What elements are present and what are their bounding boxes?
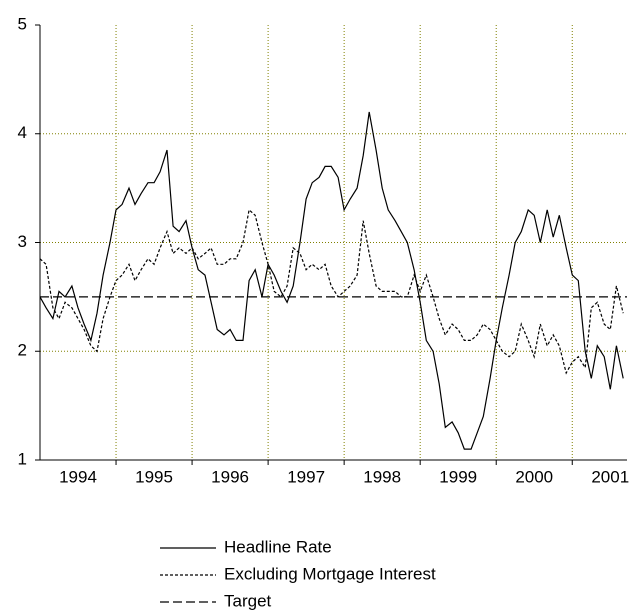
x-tick-label: 1999: [439, 467, 477, 486]
x-tick-label: 1995: [135, 467, 173, 486]
y-tick-label: 5: [18, 14, 27, 33]
x-tick-label: 1994: [59, 467, 97, 486]
y-tick-label: 3: [18, 232, 27, 251]
series-line: [39, 208, 624, 375]
legend-label: Headline Rate: [224, 537, 332, 556]
y-tick-label: 2: [18, 341, 27, 360]
x-tick-label: 1998: [363, 467, 401, 486]
x-tick-label: 1997: [287, 467, 325, 486]
legend-label: Excluding Mortgage Interest: [224, 564, 436, 583]
x-tick-label: 2000: [515, 467, 553, 486]
y-tick-label: 1: [18, 449, 27, 468]
series-line: [39, 111, 624, 450]
legend-label: Target: [224, 591, 272, 610]
y-tick-label: 4: [18, 123, 27, 142]
x-tick-label: 2001: [591, 467, 629, 486]
x-tick-label: 1996: [211, 467, 249, 486]
